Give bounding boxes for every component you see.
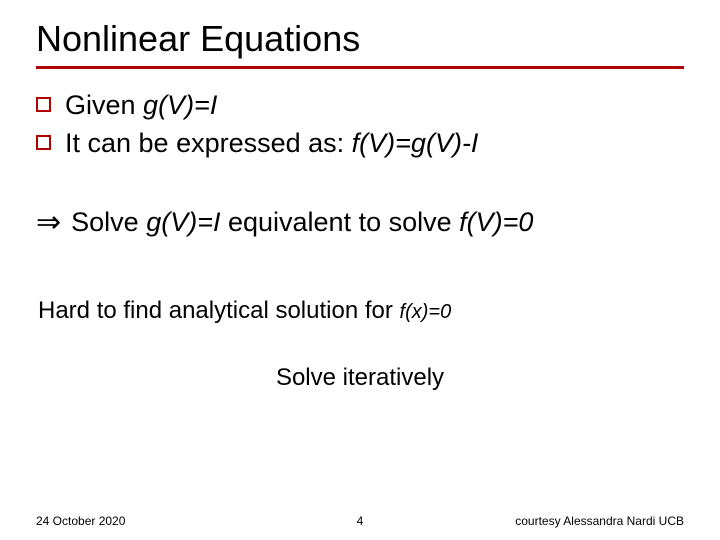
checkbox-bullet-icon <box>36 135 51 150</box>
footer-page-number: 4 <box>357 514 364 528</box>
sub1-ital: f(x)=0 <box>400 301 452 323</box>
c-pre: Solve <box>71 207 146 237</box>
subtext-2: Solve iteratively <box>36 362 684 394</box>
c-ital2: f(V)=0 <box>459 207 533 237</box>
b2-pre: It can be expressed as: <box>65 128 352 158</box>
conclusion-row: ⇒ Solve g(V)=I equivalent to solve f(V)=… <box>36 204 684 244</box>
checkbox-bullet-icon <box>36 97 51 112</box>
b2-ital: f(V)=g(V)-I <box>352 128 479 158</box>
c-mid: equivalent to solve <box>220 207 459 237</box>
c-ital1: g(V)=I <box>146 207 220 237</box>
sub1-pre: Hard to find analytical solution for <box>38 297 400 324</box>
title-underline <box>36 66 684 69</box>
bullet-row-1: Given g(V)=I <box>36 87 684 123</box>
slide-title: Nonlinear Equations <box>36 18 684 64</box>
bullet-row-2: It can be expressed as: f(V)=g(V)-I <box>36 125 684 161</box>
footer-credit: courtesy Alessandra Nardi UCB <box>363 514 684 528</box>
footer: 24 October 2020 4 courtesy Alessandra Na… <box>36 514 684 528</box>
spacer <box>36 164 684 204</box>
bullet-text-1: Given g(V)=I <box>65 87 684 123</box>
slide-body: Given g(V)=I It can be expressed as: f(V… <box>36 87 684 394</box>
spacer <box>36 245 684 295</box>
slide: Nonlinear Equations Given g(V)=I It can … <box>0 0 720 540</box>
conclusion-text: Solve g(V)=I equivalent to solve f(V)=0 <box>71 204 684 240</box>
footer-date: 24 October 2020 <box>36 514 357 528</box>
implies-arrow-icon: ⇒ <box>36 203 61 244</box>
b1-ital: g(V)=I <box>143 90 217 120</box>
subtext-1: Hard to find analytical solution for f(x… <box>38 295 684 327</box>
b1-pre: Given <box>65 90 143 120</box>
bullet-text-2: It can be expressed as: f(V)=g(V)-I <box>65 125 684 161</box>
